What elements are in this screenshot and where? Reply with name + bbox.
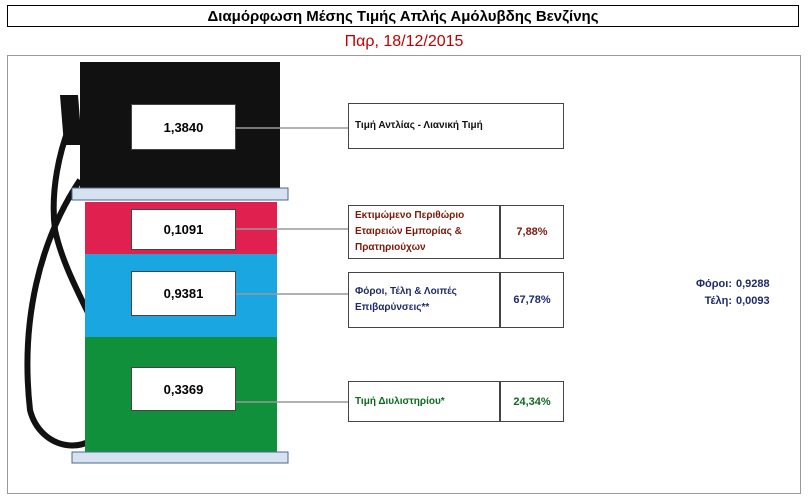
taxes-breakdown-label: Φόροι: <box>696 278 732 290</box>
refinery-label: Τιμή Διυλιστηρίου* <box>348 381 500 422</box>
taxes-label: Φόροι, Τέλη & Λοιπές Επιβαρύνσεις** <box>348 272 500 328</box>
pump-base <box>71 451 289 464</box>
margin-label: Εκτιμώμενο Περιθώριο Εταιρειών Εμπορίας … <box>348 205 500 259</box>
pump-price-label: Τιμή Αντλίας - Λιανική Τιμή <box>348 103 564 149</box>
date-label: Παρ, 18/12/2015 <box>344 33 464 50</box>
pump-price-value: 1,3840 <box>131 104 236 150</box>
fees-breakdown-label: Τέλη: <box>704 295 732 307</box>
taxes-breakdown-value: 0,9288 <box>736 278 770 290</box>
margin-label-text: Εκτιμώμενο Περιθώριο Εταιρειών Εμπορίας … <box>355 210 465 253</box>
fees-breakdown-row: Τέλη: 0,0093 <box>684 295 770 307</box>
fees-breakdown-value: 0,0093 <box>736 295 770 307</box>
pump-top-cap <box>71 187 289 201</box>
pump-nozzle <box>60 95 82 145</box>
taxes-percent: 67,78% <box>500 272 564 328</box>
refinery-value: 0,3369 <box>131 367 236 411</box>
taxes-label-text: Φόροι, Τέλη & Λοιπές Επιβαρύνσεις** <box>355 286 457 313</box>
chart-title: Διαμόρφωση Μέσης Τιμής Απλής Αμόλυβδης Β… <box>7 5 799 27</box>
taxes-breakdown-row: Φόροι: 0,9288 <box>684 278 770 290</box>
margin-value: 0,1091 <box>131 209 236 250</box>
diagram-frame <box>7 55 801 494</box>
refinery-label-text: Τιμή Διυλιστηρίου* <box>355 395 445 407</box>
pump-price-label-text: Τιμή Αντλίας - Λιανική Τιμή <box>355 120 483 131</box>
refinery-percent: 24,34% <box>500 381 564 422</box>
taxes-value: 0,9381 <box>131 271 236 316</box>
margin-percent: 7,88% <box>500 205 564 259</box>
